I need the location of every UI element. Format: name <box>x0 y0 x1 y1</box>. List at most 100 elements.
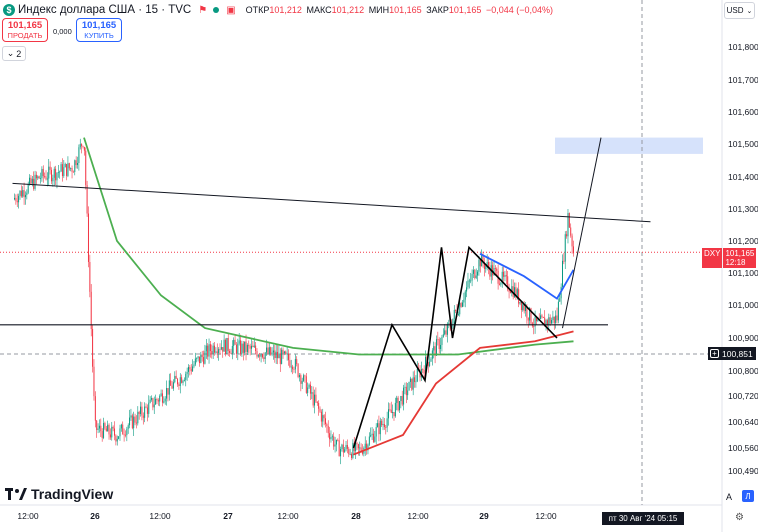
candle-body <box>486 262 488 266</box>
bar-countdown: 12:18 <box>725 258 746 267</box>
currency-selector[interactable]: USD ⌄ <box>724 2 755 19</box>
candle-body <box>479 259 481 267</box>
ticker-tag: DXY <box>702 248 723 268</box>
indicators-collapse-button[interactable]: ⌄ 2 <box>2 46 26 61</box>
candle-body <box>534 316 536 327</box>
time-tick-label: 29 <box>479 511 489 521</box>
candle-body <box>556 315 558 321</box>
candle-body <box>96 420 98 430</box>
price-tick-label: 100,800 <box>728 366 758 376</box>
candle-body <box>453 309 455 319</box>
indicator-count: 2 <box>16 48 22 59</box>
candle-body <box>101 431 103 438</box>
candle-body <box>260 354 262 357</box>
candle-body <box>137 411 139 424</box>
candle-body <box>152 398 154 408</box>
candle-body <box>341 444 343 450</box>
buy-price: 101,165 <box>81 20 117 31</box>
log-scale-button[interactable]: Л <box>742 490 754 502</box>
candle-body <box>26 192 28 195</box>
candle-body <box>292 366 294 370</box>
candle-body <box>346 444 348 449</box>
candle-body <box>31 178 33 184</box>
candle-body <box>107 424 109 432</box>
candle-body <box>229 350 231 353</box>
candle-body <box>238 340 240 344</box>
candle-body <box>557 301 559 321</box>
candle-body <box>435 339 437 356</box>
candle-body <box>416 369 418 382</box>
candle-body <box>330 437 332 440</box>
candle-body <box>403 387 405 405</box>
candle-body <box>264 352 266 360</box>
candle-body <box>23 190 25 198</box>
candle-body <box>253 345 255 348</box>
candle-body <box>153 404 155 408</box>
zigzag-pattern[interactable] <box>352 245 558 449</box>
candle-body <box>444 330 446 335</box>
candle-body <box>459 303 461 315</box>
candle-body <box>293 369 295 370</box>
candle-body <box>519 302 521 304</box>
candle-body <box>281 349 283 364</box>
candle-body <box>257 355 259 357</box>
candle-body <box>142 415 144 418</box>
candle-body <box>60 164 62 172</box>
candle-body <box>105 428 107 432</box>
candle-body <box>196 358 198 359</box>
candle-body <box>146 407 148 414</box>
target-zone[interactable] <box>555 137 703 154</box>
candle-body <box>189 367 191 370</box>
candle-body <box>296 359 298 365</box>
candle-body <box>503 271 505 277</box>
candle-body <box>286 353 288 355</box>
auto-scale-button[interactable]: A <box>726 492 733 502</box>
candle-body <box>364 443 366 448</box>
candle-body <box>553 316 555 323</box>
plus-icon[interactable]: + <box>710 349 719 358</box>
candle-body <box>571 235 573 247</box>
close-value: 101,165 <box>448 5 482 15</box>
buy-button[interactable]: 101,165 КУПИТЬ <box>76 18 122 42</box>
crosshair-date-label: пт 30 Авг '24 05:15 <box>602 512 684 525</box>
symbol-title[interactable]: Индекс доллара США · 15 · TVC <box>18 4 192 16</box>
candle-body <box>533 326 535 328</box>
candle-body <box>394 402 396 417</box>
candle-body <box>130 415 132 418</box>
candle-body <box>318 403 320 409</box>
candle-body <box>351 453 353 458</box>
flag-icon[interactable]: ⚑ <box>198 4 208 16</box>
candle-body <box>448 323 450 324</box>
candle-body <box>367 444 369 451</box>
descending-trendline[interactable] <box>12 182 651 223</box>
gear-icon[interactable]: ⚙ <box>735 512 744 523</box>
spread-value: 0,000 <box>53 27 72 36</box>
replay-icon[interactable]: ▣ <box>226 4 236 16</box>
candle-body <box>45 176 47 180</box>
candle-body <box>235 344 237 354</box>
candle-body <box>411 378 413 390</box>
candle-body <box>512 286 514 297</box>
candle-body <box>237 343 239 354</box>
candle-body <box>220 347 222 350</box>
candle-body <box>211 351 213 354</box>
projection-line[interactable] <box>562 137 602 329</box>
candle-body <box>520 302 522 310</box>
candle-body <box>423 369 425 374</box>
time-tick-label: 12:00 <box>149 511 171 521</box>
candle-body <box>46 178 48 180</box>
tradingview-logo[interactable]: TradingView <box>5 486 113 502</box>
candle-body <box>37 176 39 179</box>
candle-body <box>316 401 318 404</box>
sell-button[interactable]: 101,165 ПРОДАТЬ <box>2 18 48 42</box>
candle-body <box>38 176 40 179</box>
candle-body <box>400 396 402 402</box>
candle-body <box>393 411 395 417</box>
candle-body <box>129 417 131 426</box>
candle-body <box>282 349 284 354</box>
candle-body <box>231 345 233 354</box>
candle-body <box>430 358 432 362</box>
price-tick-label: 101,500 <box>728 139 758 149</box>
candle-body <box>52 177 54 182</box>
